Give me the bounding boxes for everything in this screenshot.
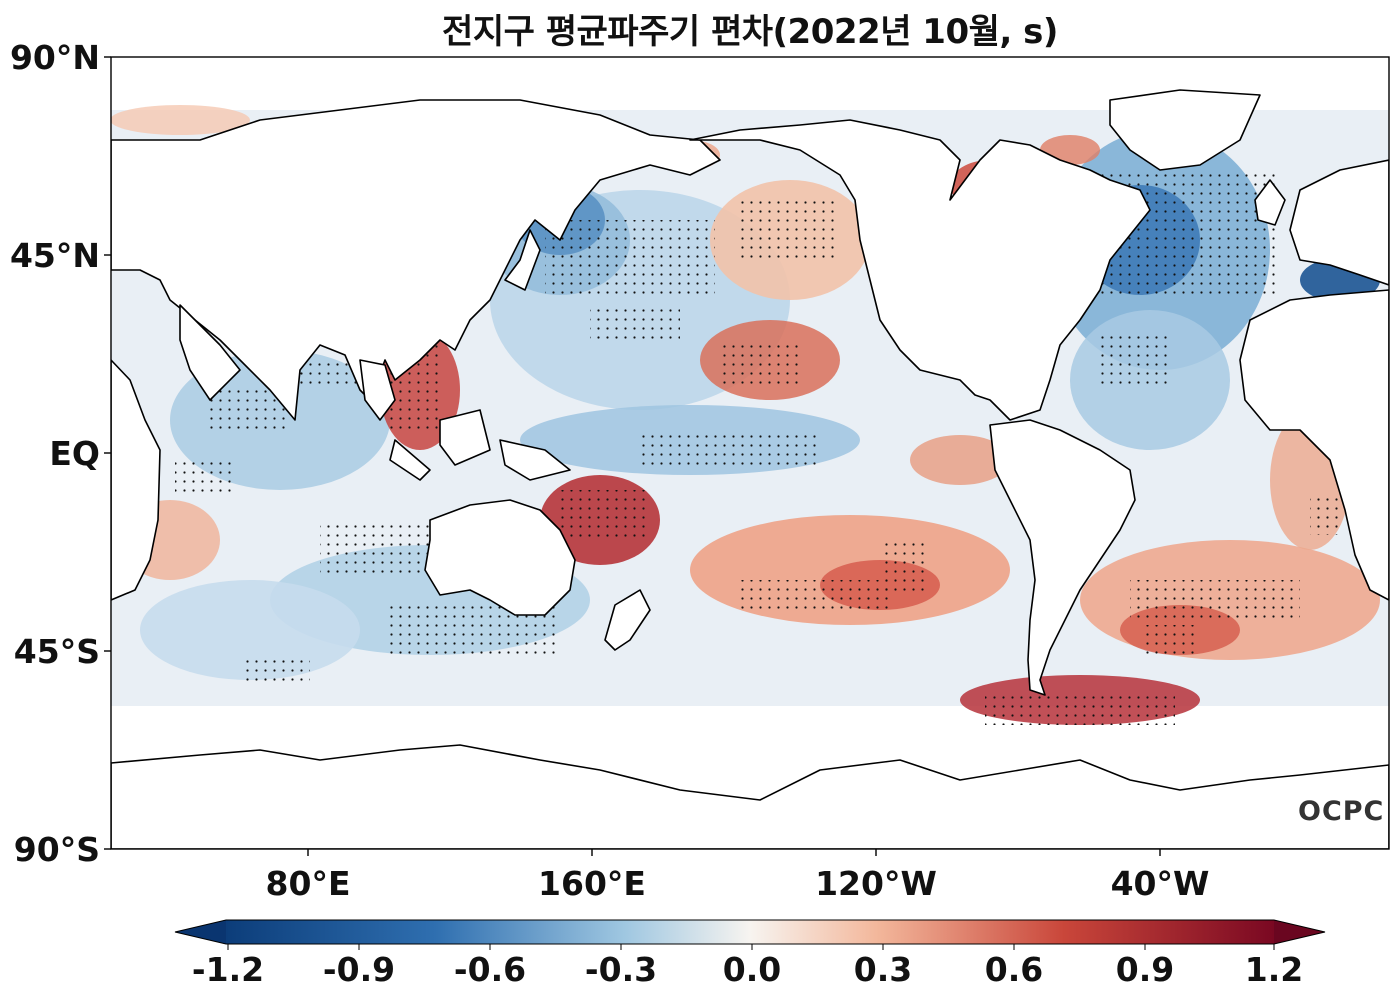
colorbar-tick: -0.3 — [584, 950, 658, 989]
lat-label-45n: 45°N — [9, 236, 100, 275]
map-title: 전지구 평균파주기 편차(2022년 10월, s) — [442, 12, 1058, 52]
colorbar-min-extend — [175, 920, 226, 944]
lat-label-eq: EQ — [49, 434, 100, 473]
colorbar-tick: 0.6 — [984, 950, 1044, 989]
ocpc-logo: OCPC — [1298, 796, 1385, 827]
axis-ticks — [104, 56, 1161, 856]
lon-label-80e: 80°E — [265, 864, 351, 903]
colorbar-tick: 0.0 — [722, 950, 782, 989]
lon-label-120w: 120°W — [815, 864, 937, 903]
colorbar — [174, 919, 1326, 950]
lon-label-160e: 160°E — [538, 864, 646, 903]
colorbar-tick: 0.9 — [1115, 950, 1175, 989]
colorbar-tick: -0.6 — [453, 950, 527, 989]
colorbar-gradient — [226, 920, 1274, 944]
colorbar-tick: -0.9 — [322, 950, 396, 989]
colorbar-tick: -1.2 — [191, 950, 265, 989]
lon-label-40w: 40°W — [1110, 864, 1210, 903]
colorbar-tick: 0.3 — [853, 950, 913, 989]
lat-label-45s: 45°S — [13, 632, 100, 671]
lat-label-90s: 90°S — [13, 830, 100, 869]
colorbar-max-extend — [1274, 920, 1325, 944]
lat-label-90n: 90°N — [9, 38, 100, 77]
colorbar-tick: 1.2 — [1244, 950, 1304, 989]
continents — [111, 89, 1389, 849]
